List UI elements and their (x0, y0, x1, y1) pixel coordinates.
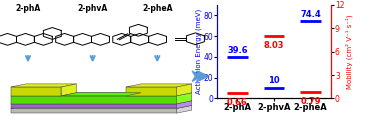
Polygon shape (11, 96, 177, 104)
Y-axis label: Activation Energy (meV): Activation Energy (meV) (195, 9, 202, 94)
Polygon shape (11, 104, 177, 108)
Text: 39.6: 39.6 (227, 46, 248, 55)
Polygon shape (177, 105, 192, 113)
Text: 8.03: 8.03 (264, 41, 284, 50)
Polygon shape (177, 101, 192, 108)
Text: 0.79: 0.79 (301, 97, 321, 106)
Polygon shape (61, 84, 76, 96)
Polygon shape (11, 108, 177, 113)
Polygon shape (11, 105, 192, 108)
Polygon shape (126, 84, 192, 87)
Text: 2-phA: 2-phA (15, 4, 40, 13)
Text: 2-phvA: 2-phvA (77, 4, 108, 13)
Polygon shape (177, 93, 192, 104)
Polygon shape (11, 87, 61, 96)
Polygon shape (126, 87, 177, 96)
Text: 0.66: 0.66 (227, 98, 248, 107)
Polygon shape (61, 93, 141, 96)
Polygon shape (11, 101, 192, 104)
Text: 74.4: 74.4 (300, 9, 321, 19)
Polygon shape (11, 84, 76, 87)
Text: 10: 10 (268, 76, 280, 85)
Y-axis label: Mobility (cm² V⁻¹ s⁻¹): Mobility (cm² V⁻¹ s⁻¹) (346, 14, 353, 89)
Polygon shape (11, 93, 192, 96)
Text: 2-pheA: 2-pheA (142, 4, 172, 13)
Polygon shape (177, 84, 192, 96)
